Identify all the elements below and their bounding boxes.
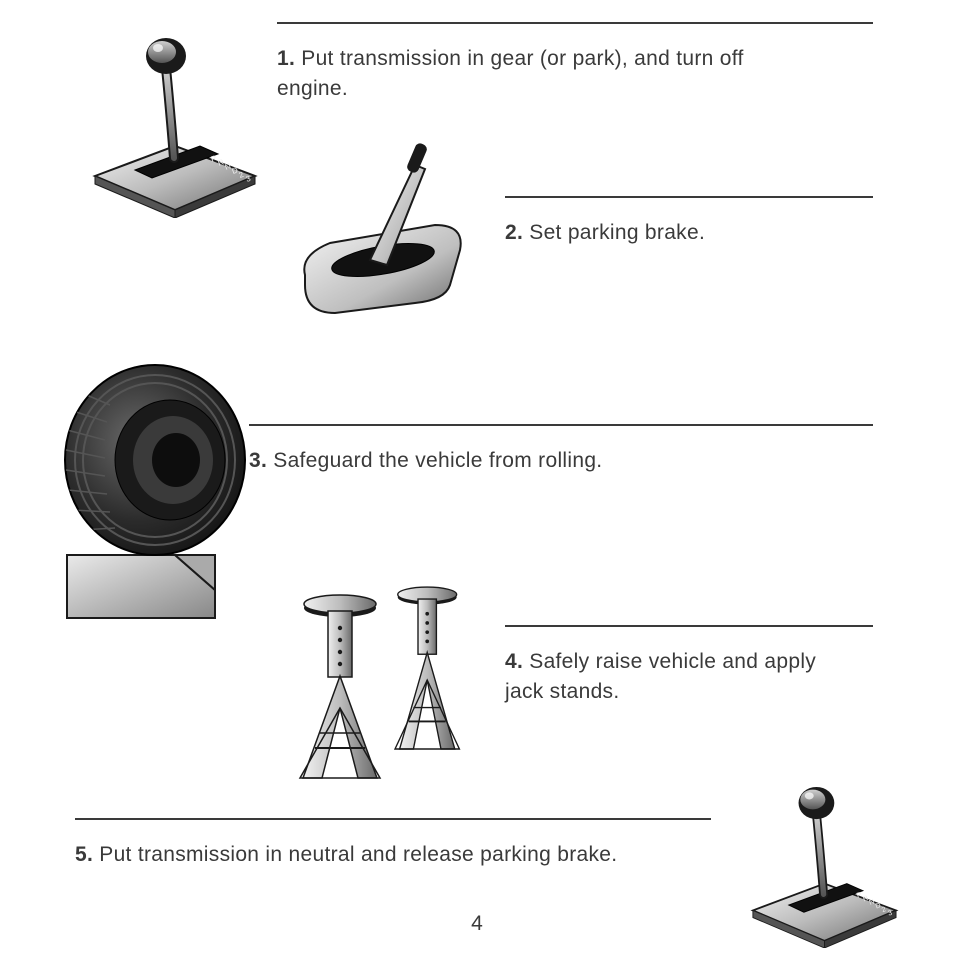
step-5-text: 5. Put transmission in neutral and relea… bbox=[75, 840, 705, 870]
step-1-num: 1. bbox=[277, 47, 295, 70]
step-2-body: Set parking brake. bbox=[529, 221, 705, 244]
jack-stands-icon bbox=[290, 580, 500, 780]
step-4-text: 4. Safely raise vehicle and apply jack s… bbox=[505, 647, 835, 708]
step-5-body: Put transmission in neutral and release … bbox=[99, 843, 617, 866]
rule-5 bbox=[75, 818, 711, 820]
page-number: 4 bbox=[0, 912, 954, 936]
rule-4 bbox=[505, 625, 873, 627]
step-3-body: Safeguard the vehicle from rolling. bbox=[273, 449, 602, 472]
rule-2 bbox=[505, 196, 873, 198]
wheel-chock-icon bbox=[55, 330, 255, 620]
step-1-text: 1. Put transmission in gear (or park), a… bbox=[277, 44, 757, 105]
step-3-text: 3. Safeguard the vehicle from rolling. bbox=[249, 446, 869, 476]
step-1-body: Put transmission in gear (or park), and … bbox=[277, 47, 744, 100]
step-2-num: 2. bbox=[505, 221, 523, 244]
gear-shifter-icon: P R N D 2 3 bbox=[80, 28, 260, 218]
rule-1 bbox=[277, 22, 873, 24]
step-4-num: 4. bbox=[505, 650, 523, 673]
step-4-body: Safely raise vehicle and apply jack stan… bbox=[505, 650, 816, 703]
step-2-text: 2. Set parking brake. bbox=[505, 218, 865, 248]
step-5-num: 5. bbox=[75, 843, 93, 866]
parking-brake-icon bbox=[275, 125, 475, 325]
rule-3 bbox=[249, 424, 873, 426]
